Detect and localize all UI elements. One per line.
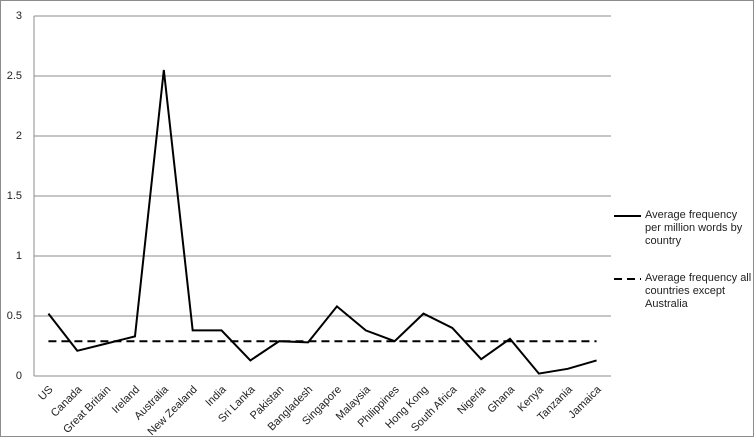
x-tick-label: Jamaica (566, 383, 604, 421)
legend-label: Average frequency all countries except A… (645, 272, 752, 310)
y-tick-label: 0.5 (7, 310, 22, 322)
x-tick-label: India (203, 383, 229, 409)
x-tick-label: Ghana (485, 383, 517, 415)
data-line (47, 69, 597, 375)
legend-label: Average frequency per million words by c… (645, 209, 743, 247)
y-tick-label: 3 (16, 10, 22, 22)
y-tick-label: 1.5 (7, 190, 22, 202)
y-tick-label: 2.5 (7, 70, 22, 82)
x-tick-label: Nigeria (455, 383, 489, 417)
y-tick-label: 2 (16, 130, 22, 142)
y-tick-label: 0 (16, 370, 22, 382)
x-tick-label: US (36, 384, 55, 403)
y-tick-label: 1 (16, 250, 22, 262)
